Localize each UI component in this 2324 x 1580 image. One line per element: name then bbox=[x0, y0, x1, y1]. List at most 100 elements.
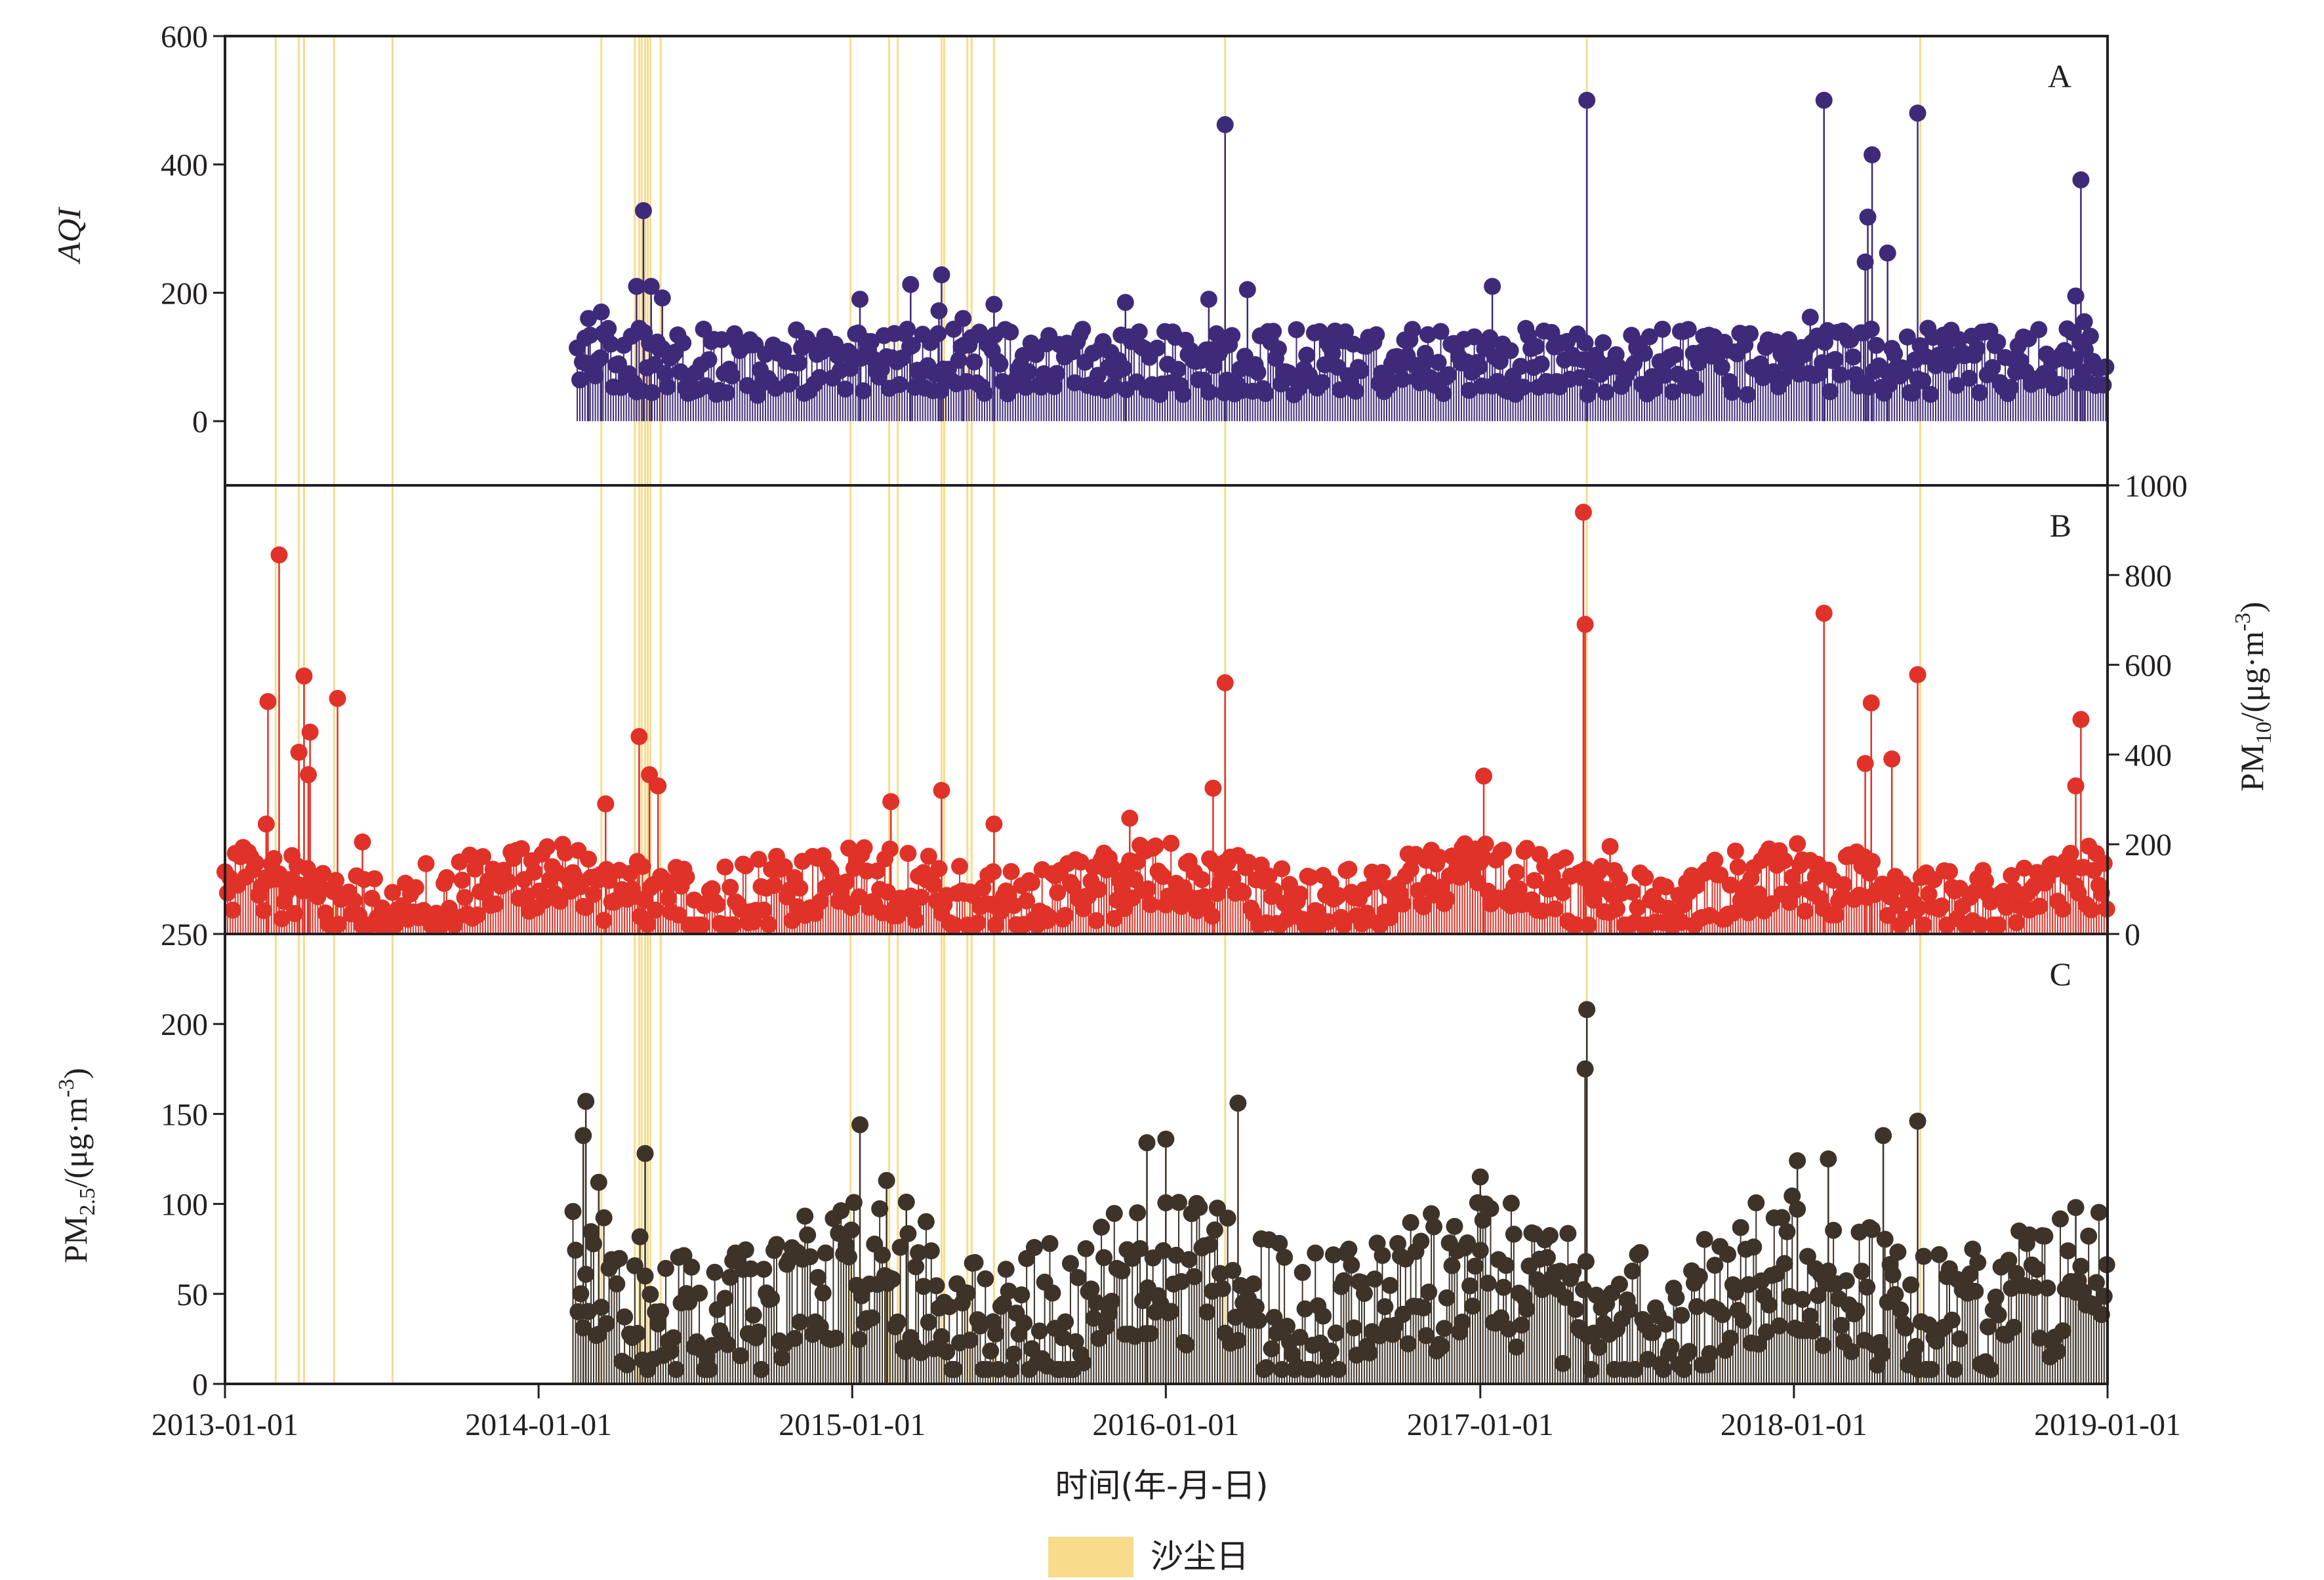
series-point bbox=[961, 1331, 979, 1349]
series-point bbox=[752, 1361, 770, 1379]
dust-day-bands bbox=[274, 36, 1921, 1384]
series-point bbox=[1283, 1345, 1301, 1363]
series-point bbox=[874, 1246, 891, 1264]
labels: A0200400600AQIB02004006008001000PM10/(μg… bbox=[51, 20, 2276, 1442]
series-point bbox=[1250, 1312, 1267, 1329]
x-tick-label: 2016-01-01 bbox=[1092, 1408, 1239, 1442]
peak-point bbox=[329, 689, 346, 707]
y-tick-label: 200 bbox=[161, 276, 208, 311]
series-point bbox=[580, 1303, 598, 1320]
series-point bbox=[1315, 1307, 1332, 1325]
peak-point bbox=[1815, 91, 1833, 109]
series-point bbox=[642, 1286, 659, 1303]
peak-point bbox=[1859, 208, 1877, 226]
series-point bbox=[907, 1258, 925, 1276]
series-point bbox=[1330, 1361, 1347, 1379]
series-point bbox=[790, 354, 808, 372]
peak-point bbox=[580, 310, 598, 327]
series-point bbox=[1597, 383, 1615, 401]
series-point bbox=[1307, 1244, 1324, 1262]
series-point bbox=[247, 855, 265, 872]
series-point bbox=[994, 1295, 1012, 1313]
series-point bbox=[1801, 1307, 1819, 1325]
series-point bbox=[1085, 1309, 1103, 1327]
series-point bbox=[969, 914, 987, 932]
series-point bbox=[1459, 1234, 1477, 1251]
series-point bbox=[1726, 1284, 1744, 1301]
y-tick-label: 1000 bbox=[2125, 469, 2188, 504]
series-point bbox=[724, 916, 742, 933]
series-point bbox=[1389, 1234, 1407, 1252]
series-point bbox=[2072, 1257, 2090, 1275]
series-point bbox=[845, 1194, 863, 1211]
series-point bbox=[982, 1342, 1000, 1360]
series-point bbox=[1002, 862, 1020, 880]
series-point bbox=[1747, 1194, 1765, 1211]
series-point bbox=[1843, 1343, 1860, 1360]
series-point bbox=[1889, 1243, 1907, 1261]
series-point bbox=[1352, 362, 1370, 380]
series-point bbox=[631, 1228, 649, 1246]
series-point bbox=[1257, 385, 1274, 403]
series-point bbox=[750, 851, 767, 868]
series-point bbox=[1000, 1282, 1017, 1300]
series-point bbox=[1964, 1240, 1982, 1258]
series-point bbox=[1723, 384, 1741, 401]
peak-point bbox=[290, 743, 308, 761]
series-point bbox=[1113, 1262, 1131, 1280]
series-point bbox=[1654, 1361, 1672, 1379]
series-point bbox=[1288, 321, 1305, 338]
y-tick-label: 150 bbox=[161, 1097, 208, 1132]
series-point bbox=[1675, 1361, 1693, 1379]
series-point bbox=[891, 1238, 909, 1256]
series-point bbox=[634, 858, 651, 876]
series-point bbox=[1968, 340, 1986, 357]
series-point bbox=[1030, 1322, 1048, 1340]
series-point bbox=[750, 1323, 767, 1341]
series-point bbox=[1240, 853, 1257, 871]
series-point bbox=[417, 855, 435, 872]
series-point bbox=[775, 858, 793, 876]
series-point bbox=[1982, 1361, 1999, 1379]
series-point bbox=[1781, 1287, 1799, 1305]
series-point bbox=[920, 1313, 937, 1331]
series-point bbox=[1425, 1218, 1443, 1236]
series-point bbox=[1688, 1298, 1705, 1316]
series-point bbox=[1623, 883, 1641, 901]
series-point bbox=[975, 384, 993, 402]
series-point bbox=[1147, 837, 1164, 855]
series-point bbox=[329, 916, 347, 933]
series-point bbox=[925, 876, 943, 893]
series-point bbox=[930, 860, 948, 878]
series-point bbox=[1593, 858, 1610, 876]
series-point bbox=[1103, 859, 1120, 876]
series-point bbox=[1776, 852, 1793, 870]
series-point bbox=[1294, 1264, 1311, 1282]
series-point bbox=[1701, 907, 1719, 925]
series-point bbox=[1224, 870, 1242, 887]
series-point bbox=[1967, 1282, 1984, 1300]
series-point bbox=[925, 1340, 943, 1358]
series-point bbox=[1654, 320, 1671, 338]
series-point bbox=[737, 857, 754, 875]
series-point bbox=[1381, 909, 1399, 927]
series-point bbox=[1976, 872, 1994, 890]
series-point bbox=[1776, 1255, 1793, 1272]
series-point bbox=[584, 1235, 602, 1253]
series-point bbox=[1180, 1251, 1198, 1268]
series-point bbox=[1989, 1306, 2007, 1324]
series-point bbox=[461, 846, 479, 864]
series-point bbox=[1922, 386, 1940, 403]
series-point bbox=[2001, 378, 2019, 396]
series-point bbox=[1090, 881, 1108, 899]
series-point bbox=[1461, 1277, 1479, 1295]
series-point bbox=[1873, 1345, 1891, 1362]
series-point bbox=[1499, 1320, 1517, 1338]
series-point bbox=[1884, 1266, 1902, 1284]
peak-point bbox=[295, 667, 313, 685]
series-point bbox=[1750, 1335, 1768, 1353]
series-point bbox=[1554, 883, 1572, 901]
series-point bbox=[802, 1248, 819, 1266]
peak-point bbox=[954, 310, 972, 327]
peak-point bbox=[575, 1127, 592, 1144]
